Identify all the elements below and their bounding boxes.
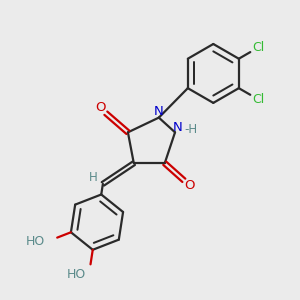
- Text: O: O: [95, 101, 106, 114]
- Text: Cl: Cl: [252, 41, 264, 54]
- Text: O: O: [184, 179, 194, 192]
- Text: -H: -H: [185, 124, 198, 136]
- Text: HO: HO: [26, 235, 45, 248]
- Text: H: H: [89, 171, 98, 184]
- Text: Cl: Cl: [252, 93, 264, 106]
- Text: HO: HO: [67, 268, 86, 281]
- Text: N: N: [154, 105, 164, 118]
- Text: N: N: [172, 122, 182, 134]
